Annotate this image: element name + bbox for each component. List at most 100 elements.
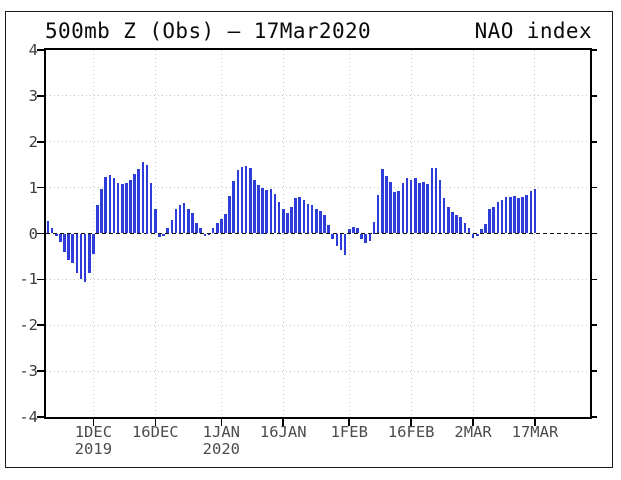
bar-day-10 bbox=[87, 233, 91, 273]
y-tick-label--3: -3 bbox=[19, 362, 38, 381]
bar-day-63 bbox=[306, 203, 310, 234]
bar-day-29 bbox=[166, 227, 169, 234]
bar-day-6 bbox=[71, 233, 75, 264]
bar-day-96 bbox=[442, 198, 446, 234]
bar-day-55 bbox=[273, 193, 277, 234]
bar-day-75 bbox=[356, 227, 359, 234]
bar-day-35 bbox=[191, 213, 194, 234]
bar-day-66 bbox=[319, 211, 322, 234]
bar-day-15 bbox=[108, 174, 112, 234]
bar-day-98 bbox=[451, 212, 454, 234]
bar-day-30 bbox=[170, 220, 174, 234]
bar-day-22 bbox=[137, 168, 141, 234]
y-tick-label--1: -1 bbox=[19, 270, 38, 289]
zero-line bbox=[46, 232, 590, 235]
bar-day-4 bbox=[63, 233, 66, 252]
bar-day-21 bbox=[133, 174, 136, 234]
bar-day-74 bbox=[352, 226, 355, 234]
bar-day-47 bbox=[240, 167, 244, 234]
y-tick-label-2: 2 bbox=[28, 132, 38, 151]
bar-day-25 bbox=[149, 183, 153, 234]
y-tick-label-3: 3 bbox=[28, 86, 38, 105]
bar-day-58 bbox=[286, 212, 289, 234]
gridline-x-1FEB bbox=[348, 50, 350, 417]
x-tick-16DEC bbox=[154, 419, 157, 426]
bar-day-94 bbox=[434, 168, 438, 234]
bar-day-70 bbox=[335, 233, 339, 247]
bar-day-116 bbox=[525, 194, 529, 234]
x-tick-label-16JAN: 16JAN bbox=[259, 423, 307, 441]
bar-day-49 bbox=[248, 168, 252, 234]
bar-day-1 bbox=[50, 227, 54, 234]
y-tick-right-2 bbox=[592, 140, 597, 143]
bar-day-85 bbox=[397, 190, 401, 234]
gridline-y-2 bbox=[46, 141, 590, 143]
gridline-y--2 bbox=[46, 324, 590, 326]
y-tick-label-4: 4 bbox=[28, 41, 38, 59]
bar-day-50 bbox=[253, 179, 256, 234]
bar-day-19 bbox=[125, 183, 128, 234]
y-tick-0 bbox=[37, 232, 44, 235]
y-tick-label-0: 0 bbox=[28, 224, 38, 243]
bar-day-56 bbox=[277, 201, 281, 234]
bar-day-61 bbox=[298, 196, 302, 234]
plot-area bbox=[44, 48, 592, 419]
chart-header: 500mb Z (Obs) – 17Mar2020 NAO index bbox=[45, 20, 592, 42]
bar-day-13 bbox=[100, 189, 103, 234]
bar-day-40 bbox=[211, 228, 215, 234]
bar-day-45 bbox=[232, 180, 235, 234]
bar-day-90 bbox=[418, 183, 421, 234]
bar-day-48 bbox=[244, 166, 248, 234]
bar-day-38 bbox=[203, 233, 207, 237]
bar-day-100 bbox=[459, 217, 462, 234]
y-tick-right--2 bbox=[592, 324, 597, 327]
bar-day-113 bbox=[513, 195, 516, 234]
bar-day-11 bbox=[92, 233, 95, 254]
bar-day-73 bbox=[347, 229, 351, 234]
bar-day-54 bbox=[269, 189, 273, 234]
gridline-x-16JAN bbox=[282, 50, 284, 417]
x-tick-1DEC bbox=[92, 419, 95, 426]
bar-day-109 bbox=[496, 201, 500, 234]
bar-day-69 bbox=[331, 233, 335, 239]
bar-day-77 bbox=[364, 233, 368, 243]
bar-day-93 bbox=[430, 167, 434, 234]
bar-day-86 bbox=[401, 183, 405, 234]
bar-day-65 bbox=[314, 208, 318, 234]
bar-day-20 bbox=[129, 179, 132, 234]
bar-day-103 bbox=[471, 233, 475, 238]
bar-day-46 bbox=[236, 169, 240, 234]
bar-day-72 bbox=[343, 233, 347, 256]
bar-day-53 bbox=[265, 189, 269, 234]
bar-day-71 bbox=[339, 233, 343, 250]
bar-day-28 bbox=[162, 233, 165, 236]
bar-day-67 bbox=[323, 215, 326, 234]
bar-day-42 bbox=[220, 219, 223, 234]
bar-day-34 bbox=[187, 208, 190, 234]
bar-day-51 bbox=[257, 184, 260, 234]
bar-day-59 bbox=[290, 206, 293, 234]
bar-day-114 bbox=[517, 198, 520, 234]
bar-day-101 bbox=[463, 222, 467, 234]
bar-day-14 bbox=[104, 177, 108, 234]
bar-day-39 bbox=[207, 233, 211, 236]
bar-day-107 bbox=[488, 209, 491, 234]
bar-day-23 bbox=[141, 161, 145, 234]
bar-day-82 bbox=[385, 175, 388, 234]
y-tick--2 bbox=[37, 324, 44, 327]
bar-day-24 bbox=[145, 164, 149, 234]
x-tick-label-17MAR: 17MAR bbox=[511, 423, 559, 441]
gridline-x-17MAR bbox=[534, 50, 536, 417]
bar-day-92 bbox=[426, 184, 429, 234]
y-tick-right-4 bbox=[592, 49, 597, 51]
y-tick--4 bbox=[37, 416, 44, 418]
gridline-x-16DEC bbox=[154, 50, 156, 417]
bar-day-105 bbox=[480, 229, 483, 234]
y-tick-right-1 bbox=[592, 186, 597, 189]
x-tick-17MAR bbox=[534, 419, 536, 426]
y-tick-right--4 bbox=[592, 416, 597, 418]
y-tick-right-3 bbox=[592, 95, 597, 97]
bar-day-12 bbox=[96, 205, 99, 234]
y-tick-4 bbox=[37, 49, 44, 51]
